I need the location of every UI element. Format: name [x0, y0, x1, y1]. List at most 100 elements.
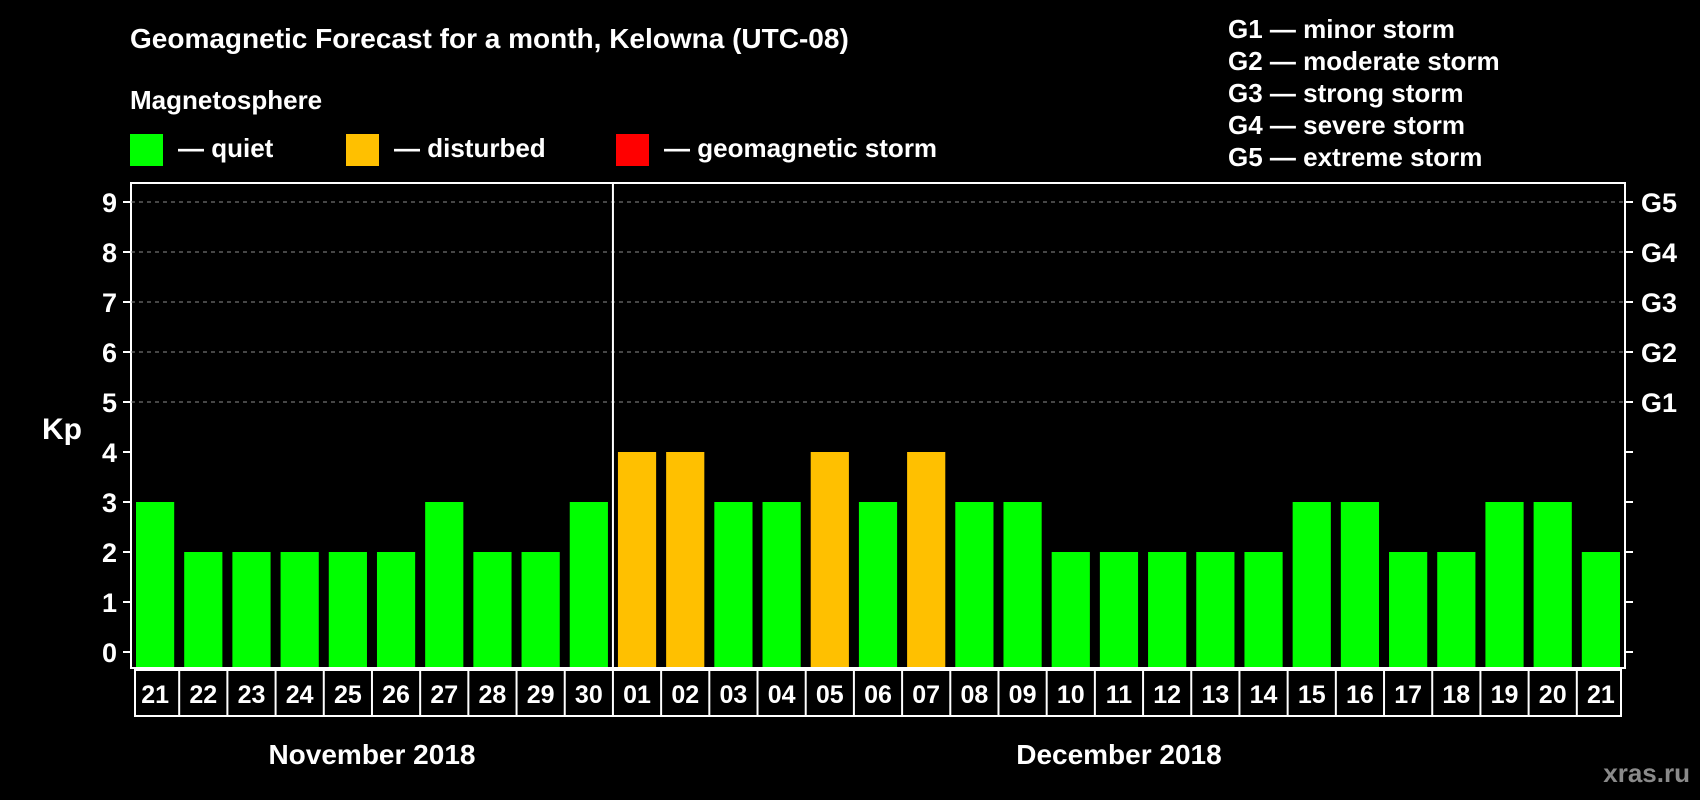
y-axis-label: Kp: [42, 413, 82, 446]
bar: [714, 502, 753, 667]
bar: [1292, 502, 1331, 667]
date-label: 06: [864, 681, 892, 709]
date-label: 30: [575, 681, 603, 709]
date-label: 29: [527, 681, 555, 709]
legend-label-disturbed: — disturbed: [394, 133, 546, 163]
g-scale-label: G1: [1641, 388, 1677, 418]
bar: [666, 452, 705, 667]
date-label: 12: [1153, 681, 1181, 709]
storm-scale-list: G1 — minor storm G2 — moderate storm G3 …: [1228, 14, 1500, 172]
magnetosphere-title: Magnetosphere: [130, 85, 322, 115]
bar: [1581, 552, 1620, 667]
date-row-frame: [134, 669, 1622, 717]
date-label: 05: [816, 681, 844, 709]
bar: [136, 502, 175, 667]
legend-swatch-quiet: [130, 134, 163, 166]
date-label: 27: [430, 681, 458, 709]
date-label: 28: [479, 681, 507, 709]
bar: [184, 552, 223, 667]
y-tick-label: 5: [102, 388, 117, 418]
bar: [858, 502, 898, 667]
g-scale-label: G2: [1641, 338, 1677, 368]
storm-scale-g2: G2 — moderate storm: [1228, 46, 1500, 76]
date-label: 04: [768, 681, 796, 709]
legend-label-storm: — geomagnetic storm: [664, 133, 937, 163]
bar: [1148, 552, 1187, 667]
bar: [425, 502, 464, 667]
y-tick-label: 9: [102, 188, 117, 218]
bar: [1196, 552, 1235, 667]
date-label: 01: [623, 681, 651, 709]
y-tick-label: 1: [102, 588, 117, 618]
date-label: 23: [238, 681, 266, 709]
g-scale-label: G3: [1641, 288, 1677, 318]
bar: [521, 552, 560, 667]
date-label: 03: [720, 681, 748, 709]
bar: [1437, 552, 1476, 667]
date-label: 13: [1201, 681, 1229, 709]
bar: [762, 502, 801, 667]
date-label: 07: [912, 681, 940, 709]
date-label: 15: [1298, 681, 1326, 709]
month-label: December 2018: [1016, 739, 1221, 770]
bar: [328, 552, 367, 667]
bar: [569, 502, 608, 667]
y-tick-label: 3: [102, 488, 117, 518]
date-label: 19: [1491, 681, 1519, 709]
g-scale-label: G4: [1641, 238, 1677, 268]
date-label: 02: [671, 681, 699, 709]
date-label: 16: [1346, 681, 1374, 709]
plot-frame: [130, 182, 1626, 669]
bar: [1340, 502, 1380, 667]
storm-scale-g3: G3 — strong storm: [1228, 78, 1463, 108]
bar: [280, 552, 319, 667]
bar: [810, 452, 849, 667]
y-tick-label: 4: [102, 438, 117, 468]
date-label: 14: [1250, 681, 1278, 709]
bar: [1099, 552, 1139, 667]
bar: [1051, 552, 1090, 667]
date-label: 08: [960, 681, 988, 709]
storm-scale-g4: G4 — severe storm: [1228, 110, 1465, 140]
date-label: 21: [1587, 681, 1615, 709]
bar: [473, 552, 512, 667]
bar: [617, 452, 657, 667]
date-label: 26: [382, 681, 410, 709]
bar: [232, 552, 271, 667]
date-label: 22: [189, 681, 217, 709]
date-label: 25: [334, 681, 362, 709]
y-tick-label: 0: [102, 638, 117, 668]
bar: [1244, 552, 1283, 667]
bar: [1389, 552, 1428, 667]
storm-scale-g1: G1 — minor storm: [1228, 14, 1455, 44]
date-label: 24: [286, 681, 314, 709]
legend-label-quiet: — quiet: [178, 133, 274, 163]
y-tick-label: 6: [102, 338, 117, 368]
legend: — quiet — disturbed — geomagnetic storm: [130, 133, 937, 166]
watermark: xras.ru: [1603, 758, 1690, 788]
y-tick-label: 7: [102, 288, 117, 318]
bar: [1533, 502, 1572, 667]
date-label: 10: [1057, 681, 1085, 709]
month-label: November 2018: [268, 739, 475, 770]
bar: [907, 452, 946, 667]
bar: [1485, 502, 1524, 667]
date-label: 20: [1539, 681, 1567, 709]
bar: [1003, 502, 1042, 667]
bar: [955, 502, 994, 667]
legend-swatch-storm: [616, 134, 649, 166]
storm-scale-g5: G5 — extreme storm: [1228, 142, 1482, 172]
y-tick-label: 8: [102, 238, 117, 268]
date-label: 21: [141, 681, 169, 709]
legend-swatch-disturbed: [346, 134, 379, 166]
chart-title: Geomagnetic Forecast for a month, Kelown…: [130, 23, 849, 54]
date-label: 09: [1009, 681, 1037, 709]
date-label: 11: [1106, 681, 1133, 709]
y-tick-label: 2: [102, 538, 117, 568]
bar: [376, 552, 416, 667]
g-scale-label: G5: [1641, 188, 1677, 218]
date-label: 17: [1394, 681, 1422, 709]
date-label: 18: [1442, 681, 1470, 709]
